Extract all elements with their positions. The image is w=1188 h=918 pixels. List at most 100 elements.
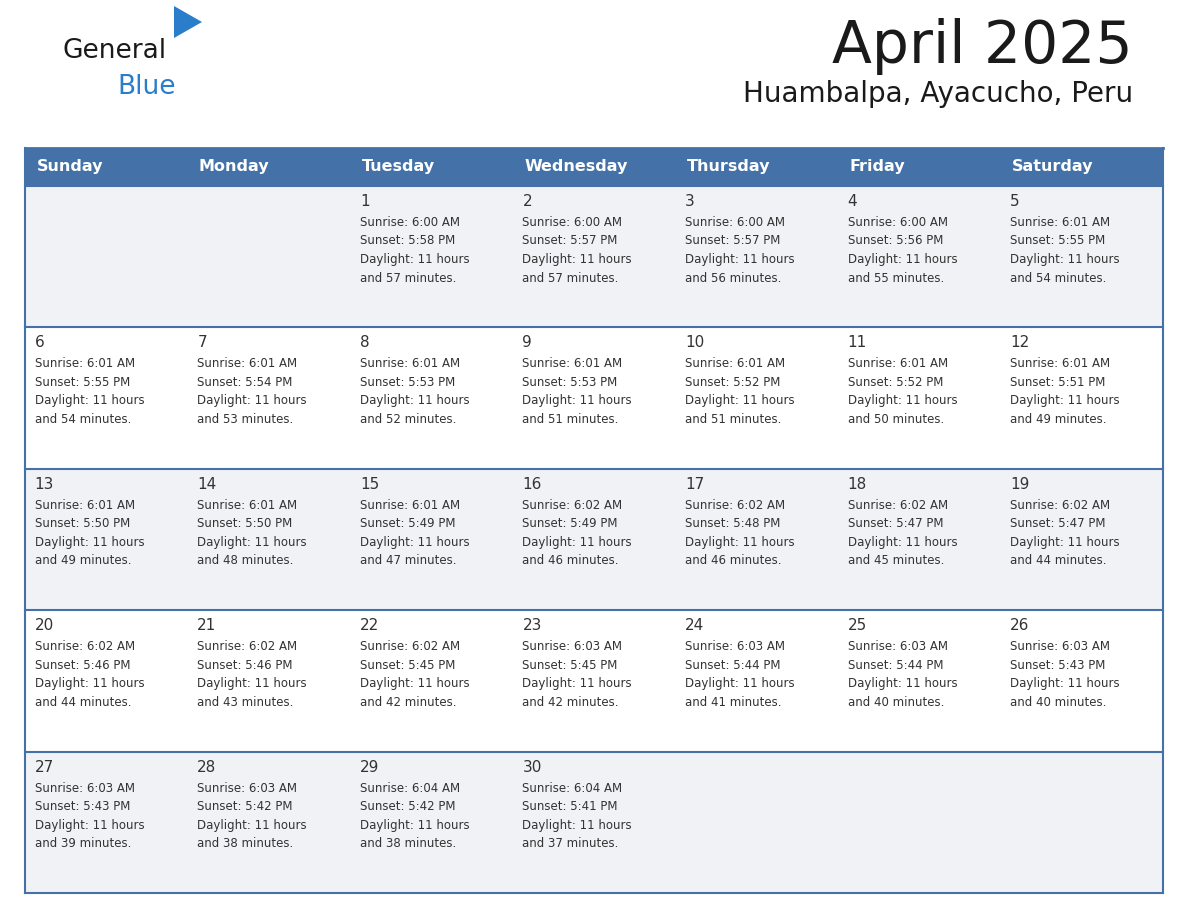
Text: and 50 minutes.: and 50 minutes. [847,413,943,426]
Bar [350,148,513,186]
Text: Sunrise: 6:03 AM: Sunrise: 6:03 AM [34,781,134,795]
Text: Sunrise: 6:01 AM: Sunrise: 6:01 AM [847,357,948,370]
Text: Sunrise: 6:04 AM: Sunrise: 6:04 AM [523,781,623,795]
Text: Daylight: 11 hours: Daylight: 11 hours [685,395,795,408]
Text: 15: 15 [360,476,379,492]
Text: and 57 minutes.: and 57 minutes. [360,272,456,285]
Bar [25,752,188,893]
Text: Daylight: 11 hours: Daylight: 11 hours [523,395,632,408]
Text: Sunset: 5:58 PM: Sunset: 5:58 PM [360,234,455,248]
Text: 9: 9 [523,335,532,351]
Text: 13: 13 [34,476,55,492]
Text: Daylight: 11 hours: Daylight: 11 hours [360,677,469,690]
Text: Sunset: 5:42 PM: Sunset: 5:42 PM [360,800,455,813]
Bar [188,752,350,893]
Text: Daylight: 11 hours: Daylight: 11 hours [523,819,632,832]
Text: and 47 minutes.: and 47 minutes. [360,554,456,567]
Text: Sunset: 5:50 PM: Sunset: 5:50 PM [34,518,129,531]
Bar [1000,610,1163,752]
Text: Daylight: 11 hours: Daylight: 11 hours [1010,395,1120,408]
Bar [675,469,838,610]
Text: Daylight: 11 hours: Daylight: 11 hours [523,536,632,549]
Text: and 54 minutes.: and 54 minutes. [34,413,131,426]
Text: Sunset: 5:55 PM: Sunset: 5:55 PM [1010,234,1105,248]
Text: and 46 minutes.: and 46 minutes. [685,554,782,567]
Text: 26: 26 [1010,618,1030,633]
Text: Sunset: 5:51 PM: Sunset: 5:51 PM [1010,375,1106,389]
Text: Thursday: Thursday [687,160,770,174]
Bar [513,752,675,893]
Text: 6: 6 [34,335,44,351]
Bar [513,610,675,752]
Text: Sunset: 5:45 PM: Sunset: 5:45 PM [523,659,618,672]
Text: Sunrise: 6:03 AM: Sunrise: 6:03 AM [1010,640,1110,654]
Text: Sunset: 5:49 PM: Sunset: 5:49 PM [523,518,618,531]
Text: 27: 27 [34,759,53,775]
Text: and 48 minutes.: and 48 minutes. [197,554,293,567]
Bar [1000,328,1163,469]
Text: 2: 2 [523,194,532,209]
Text: 21: 21 [197,618,216,633]
Text: Sunrise: 6:03 AM: Sunrise: 6:03 AM [847,640,948,654]
Text: Sunrise: 6:00 AM: Sunrise: 6:00 AM [360,216,460,229]
Text: Daylight: 11 hours: Daylight: 11 hours [360,536,469,549]
Bar [675,186,838,328]
Bar [838,328,1000,469]
Text: 16: 16 [523,476,542,492]
Text: Sunset: 5:52 PM: Sunset: 5:52 PM [685,375,781,389]
Text: Daylight: 11 hours: Daylight: 11 hours [34,677,145,690]
Bar [25,610,188,752]
Text: Sunrise: 6:02 AM: Sunrise: 6:02 AM [847,498,948,512]
Bar [838,148,1000,186]
Text: 1: 1 [360,194,369,209]
Bar [350,752,513,893]
Text: Daylight: 11 hours: Daylight: 11 hours [685,536,795,549]
Text: Sunset: 5:53 PM: Sunset: 5:53 PM [523,375,618,389]
Text: Sunrise: 6:02 AM: Sunrise: 6:02 AM [197,640,297,654]
Text: Sunrise: 6:02 AM: Sunrise: 6:02 AM [1010,498,1111,512]
Text: Sunrise: 6:01 AM: Sunrise: 6:01 AM [197,498,297,512]
Text: Sunday: Sunday [37,160,103,174]
Text: and 53 minutes.: and 53 minutes. [197,413,293,426]
Text: and 46 minutes.: and 46 minutes. [523,554,619,567]
Text: and 37 minutes.: and 37 minutes. [523,837,619,850]
Text: Daylight: 11 hours: Daylight: 11 hours [847,677,958,690]
Text: Sunset: 5:50 PM: Sunset: 5:50 PM [197,518,292,531]
Text: Sunrise: 6:00 AM: Sunrise: 6:00 AM [685,216,785,229]
Text: Sunset: 5:56 PM: Sunset: 5:56 PM [847,234,943,248]
Text: and 44 minutes.: and 44 minutes. [34,696,131,709]
Text: and 45 minutes.: and 45 minutes. [847,554,944,567]
Text: and 40 minutes.: and 40 minutes. [1010,696,1106,709]
Text: 17: 17 [685,476,704,492]
Text: Sunrise: 6:01 AM: Sunrise: 6:01 AM [1010,357,1111,370]
Text: Wednesday: Wednesday [524,160,627,174]
Text: 30: 30 [523,759,542,775]
Text: Sunset: 5:53 PM: Sunset: 5:53 PM [360,375,455,389]
Bar [350,610,513,752]
Text: Sunset: 5:47 PM: Sunset: 5:47 PM [847,518,943,531]
Bar [350,186,513,328]
Text: Saturday: Saturday [1012,160,1093,174]
Bar [513,186,675,328]
Text: 20: 20 [34,618,53,633]
Text: and 43 minutes.: and 43 minutes. [197,696,293,709]
Text: Daylight: 11 hours: Daylight: 11 hours [34,395,145,408]
Bar [838,610,1000,752]
Text: Daylight: 11 hours: Daylight: 11 hours [360,253,469,266]
Text: 25: 25 [847,618,867,633]
Text: Sunset: 5:55 PM: Sunset: 5:55 PM [34,375,129,389]
Text: and 38 minutes.: and 38 minutes. [197,837,293,850]
Text: 7: 7 [197,335,207,351]
Text: and 51 minutes.: and 51 minutes. [685,413,782,426]
Text: and 40 minutes.: and 40 minutes. [847,696,944,709]
Text: and 39 minutes.: and 39 minutes. [34,837,131,850]
Bar [25,148,188,186]
Text: 12: 12 [1010,335,1030,351]
Text: Sunset: 5:57 PM: Sunset: 5:57 PM [685,234,781,248]
Text: Daylight: 11 hours: Daylight: 11 hours [685,677,795,690]
Text: Sunrise: 6:01 AM: Sunrise: 6:01 AM [1010,216,1111,229]
Text: Daylight: 11 hours: Daylight: 11 hours [197,536,307,549]
Text: Friday: Friday [849,160,905,174]
Text: and 57 minutes.: and 57 minutes. [523,272,619,285]
Text: Sunrise: 6:02 AM: Sunrise: 6:02 AM [685,498,785,512]
